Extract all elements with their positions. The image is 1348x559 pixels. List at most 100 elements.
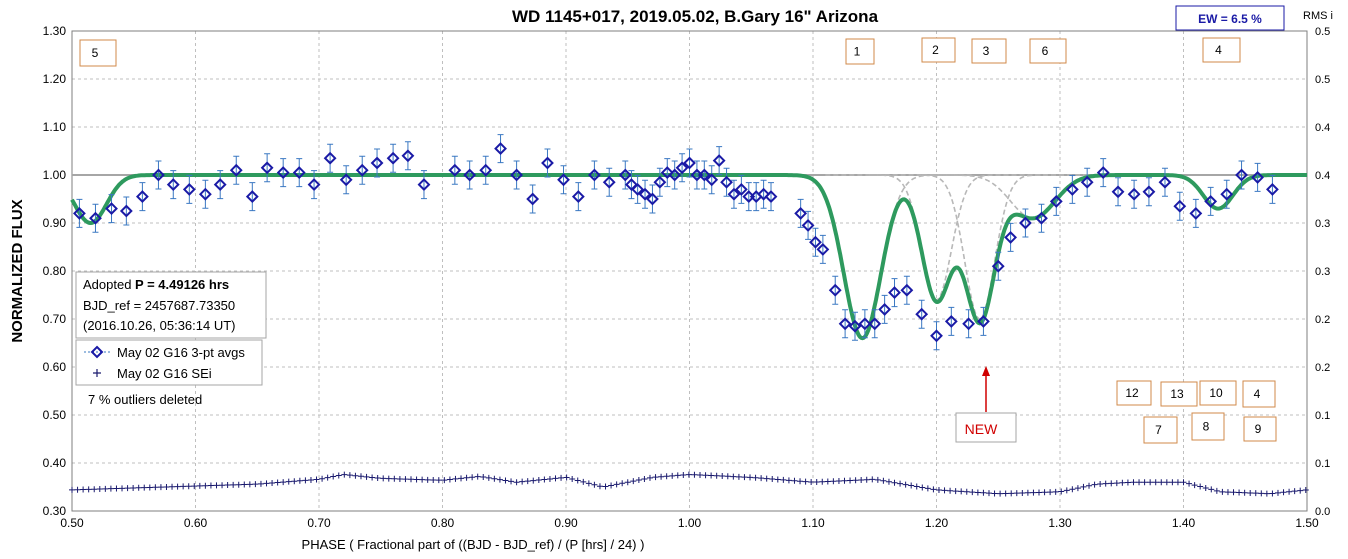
data-point [463, 168, 477, 182]
data-point [1189, 206, 1203, 220]
data-point [828, 283, 842, 297]
sei-point [1169, 479, 1176, 486]
data-point [557, 173, 570, 187]
data-error-bar [1069, 174, 1076, 204]
dip-label-box [79, 39, 117, 67]
data-point [479, 163, 493, 177]
data-error-bar [708, 165, 715, 195]
sei-point [941, 487, 948, 494]
data-error-bar [1053, 186, 1060, 216]
sei-point [1258, 490, 1265, 497]
sei-point [863, 476, 870, 483]
sei-point [280, 479, 287, 486]
data-error-bar [155, 160, 162, 190]
dip-label-box [921, 37, 956, 63]
sei-point [669, 472, 676, 479]
dip-label-text: 4 [1254, 387, 1261, 401]
sei-point [985, 490, 992, 497]
data-point [631, 182, 645, 196]
sei-point [763, 475, 770, 482]
data-error-bar [768, 182, 775, 212]
data-point [944, 314, 958, 328]
sei-point [80, 486, 87, 493]
sei-point [352, 472, 359, 479]
data-point [1127, 187, 1141, 201]
sei-point [735, 473, 742, 480]
data-point [229, 163, 243, 177]
data-point [355, 163, 369, 177]
data-error-bar [622, 160, 629, 190]
data-point [930, 329, 943, 343]
data-point [1004, 230, 1018, 244]
y2-tick-label: 0.2 [1315, 362, 1330, 374]
data-error-bar [903, 275, 910, 305]
sei-point [991, 490, 998, 497]
data-error-bar [965, 309, 972, 339]
sei-point [1186, 480, 1193, 487]
data-point [868, 317, 882, 331]
sei-point [1158, 479, 1165, 486]
sei-point [496, 476, 503, 483]
sei-point [535, 477, 542, 484]
sei-point [157, 484, 164, 491]
sei-point [580, 478, 587, 485]
data-point [1035, 211, 1048, 225]
data-point [888, 286, 901, 300]
dip-label-boxes: 5 1 2 3 6 412 13 10 47 8 9 [79, 37, 1277, 444]
x-tick-label: 0.50 [60, 516, 84, 530]
data-point [292, 166, 306, 180]
sei-point [224, 482, 231, 489]
legend-border [75, 339, 263, 386]
sei-point [146, 484, 153, 491]
data-error-bar [451, 155, 458, 185]
sei-point [1041, 489, 1048, 496]
sei-point [947, 487, 954, 494]
data-error-bar [716, 146, 723, 176]
sei-point [980, 489, 987, 496]
y2-tick-label: 0.5 [1315, 74, 1330, 86]
info-line-1: Adopted P = 4.49126 hrs [83, 277, 229, 292]
sei-point [646, 474, 653, 481]
y-axis-ticks: 0.30 0.40 0.50 0.60 0.70 0.80 0.90 1.00 1.10 1.20… [43, 24, 67, 518]
data-point [1235, 168, 1248, 182]
sei-point [1280, 489, 1287, 496]
data-error-bar [108, 194, 115, 224]
sei-point [113, 485, 120, 492]
data-point [417, 178, 431, 192]
data-error-bar [851, 311, 858, 341]
data-error-bar [628, 170, 635, 200]
data-point [386, 151, 400, 165]
data-point [848, 319, 862, 333]
sei-point [885, 478, 892, 485]
data-error-bar [1176, 191, 1183, 221]
sei-point [419, 476, 426, 483]
sei-point [969, 489, 976, 496]
data-error-bar [980, 306, 987, 336]
sei-point [363, 473, 370, 480]
sei-point [185, 483, 192, 490]
sei-point [513, 479, 520, 486]
sei-point [769, 476, 776, 483]
sei-point [930, 486, 937, 493]
sei-point [180, 483, 187, 490]
sei-point [124, 485, 131, 492]
sei-point [630, 478, 637, 485]
data-point [858, 317, 872, 331]
sei-point [1197, 483, 1204, 490]
sei-point [485, 474, 492, 481]
legend-sei-marker [93, 369, 101, 377]
sei-point [913, 483, 920, 490]
data-point [977, 314, 990, 328]
sei-point [424, 476, 431, 483]
data-point [105, 202, 118, 216]
data-point [962, 317, 976, 331]
sei-point [1052, 488, 1059, 495]
sei-point [1047, 489, 1054, 496]
data-error-bar [529, 184, 536, 214]
data-error-bar [1238, 160, 1245, 190]
sei-point [402, 476, 409, 483]
data-point [878, 302, 892, 316]
sei-point [785, 477, 792, 484]
data-error-bar [1022, 208, 1029, 238]
data-error-bar [753, 182, 760, 212]
